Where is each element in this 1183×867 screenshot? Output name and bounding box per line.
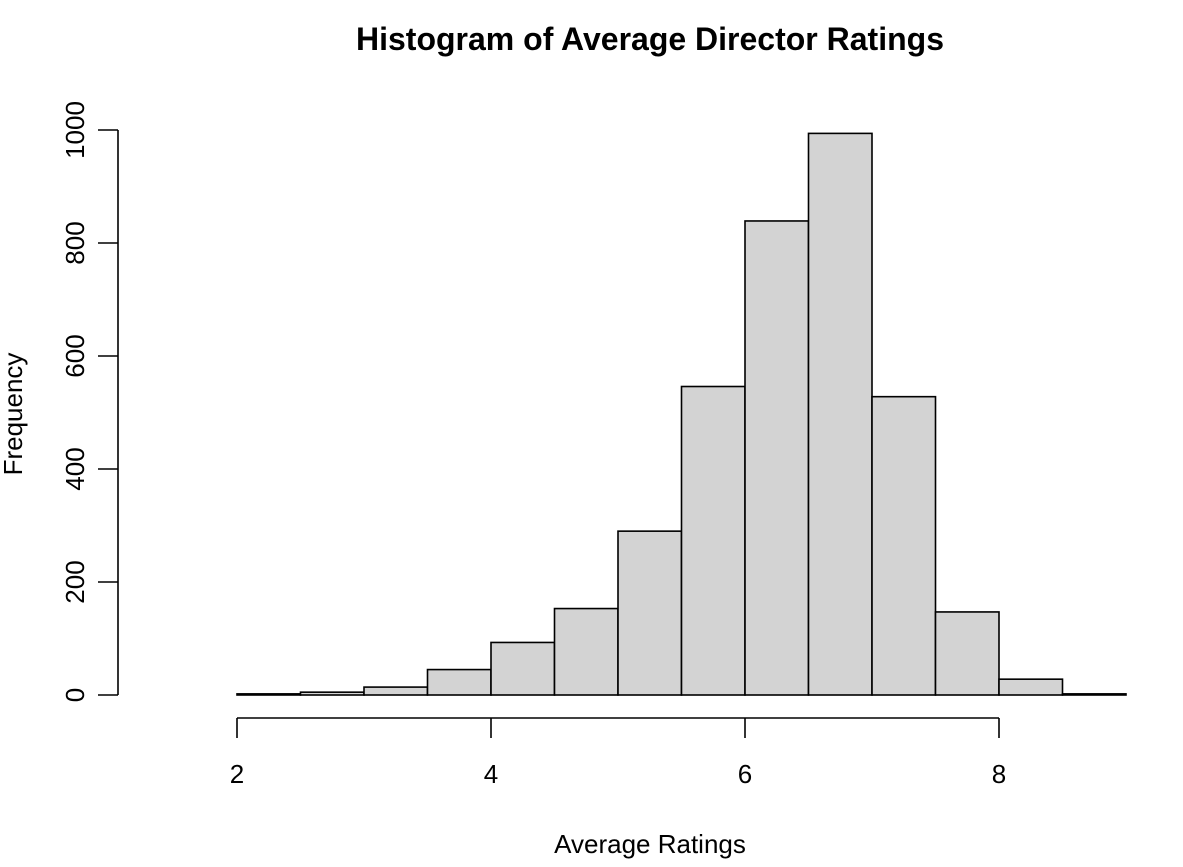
- bars-group: [236, 132, 1127, 696]
- histogram-bar: [1061, 693, 1127, 696]
- x-tick-label: 2: [230, 759, 244, 789]
- histogram-bar: [363, 686, 429, 696]
- histogram-bar: [553, 607, 619, 696]
- histogram-bar: [426, 668, 492, 696]
- histogram-bar: [871, 395, 937, 696]
- x-axis-label: Average Ratings: [554, 829, 746, 859]
- y-tick-label: 400: [60, 447, 90, 490]
- y-tick-label: 1000: [60, 101, 90, 159]
- x-axis: 2 4 6 8: [230, 717, 1006, 789]
- histogram-bar: [490, 641, 556, 696]
- histogram-bar: [299, 691, 365, 696]
- y-tick-label: 800: [60, 221, 90, 264]
- y-tick-label: 0: [60, 688, 90, 702]
- histogram-bar: [744, 220, 810, 696]
- y-axis-label: Frequency: [0, 353, 28, 476]
- x-tick-label: 4: [484, 759, 498, 789]
- histogram-bar: [680, 385, 746, 696]
- histogram-bar: [807, 132, 873, 696]
- y-tick-label: 600: [60, 334, 90, 377]
- histogram-bar: [236, 693, 302, 696]
- chart-title: Histogram of Average Director Ratings: [356, 21, 944, 57]
- histogram-bar: [934, 611, 1000, 696]
- y-tick-label: 200: [60, 560, 90, 603]
- x-tick-label: 8: [992, 759, 1006, 789]
- y-axis: 0 200 400 600 800 1000: [60, 101, 119, 702]
- histogram-bar: [617, 530, 683, 696]
- x-tick-label: 6: [738, 759, 752, 789]
- histogram-bar: [998, 678, 1064, 696]
